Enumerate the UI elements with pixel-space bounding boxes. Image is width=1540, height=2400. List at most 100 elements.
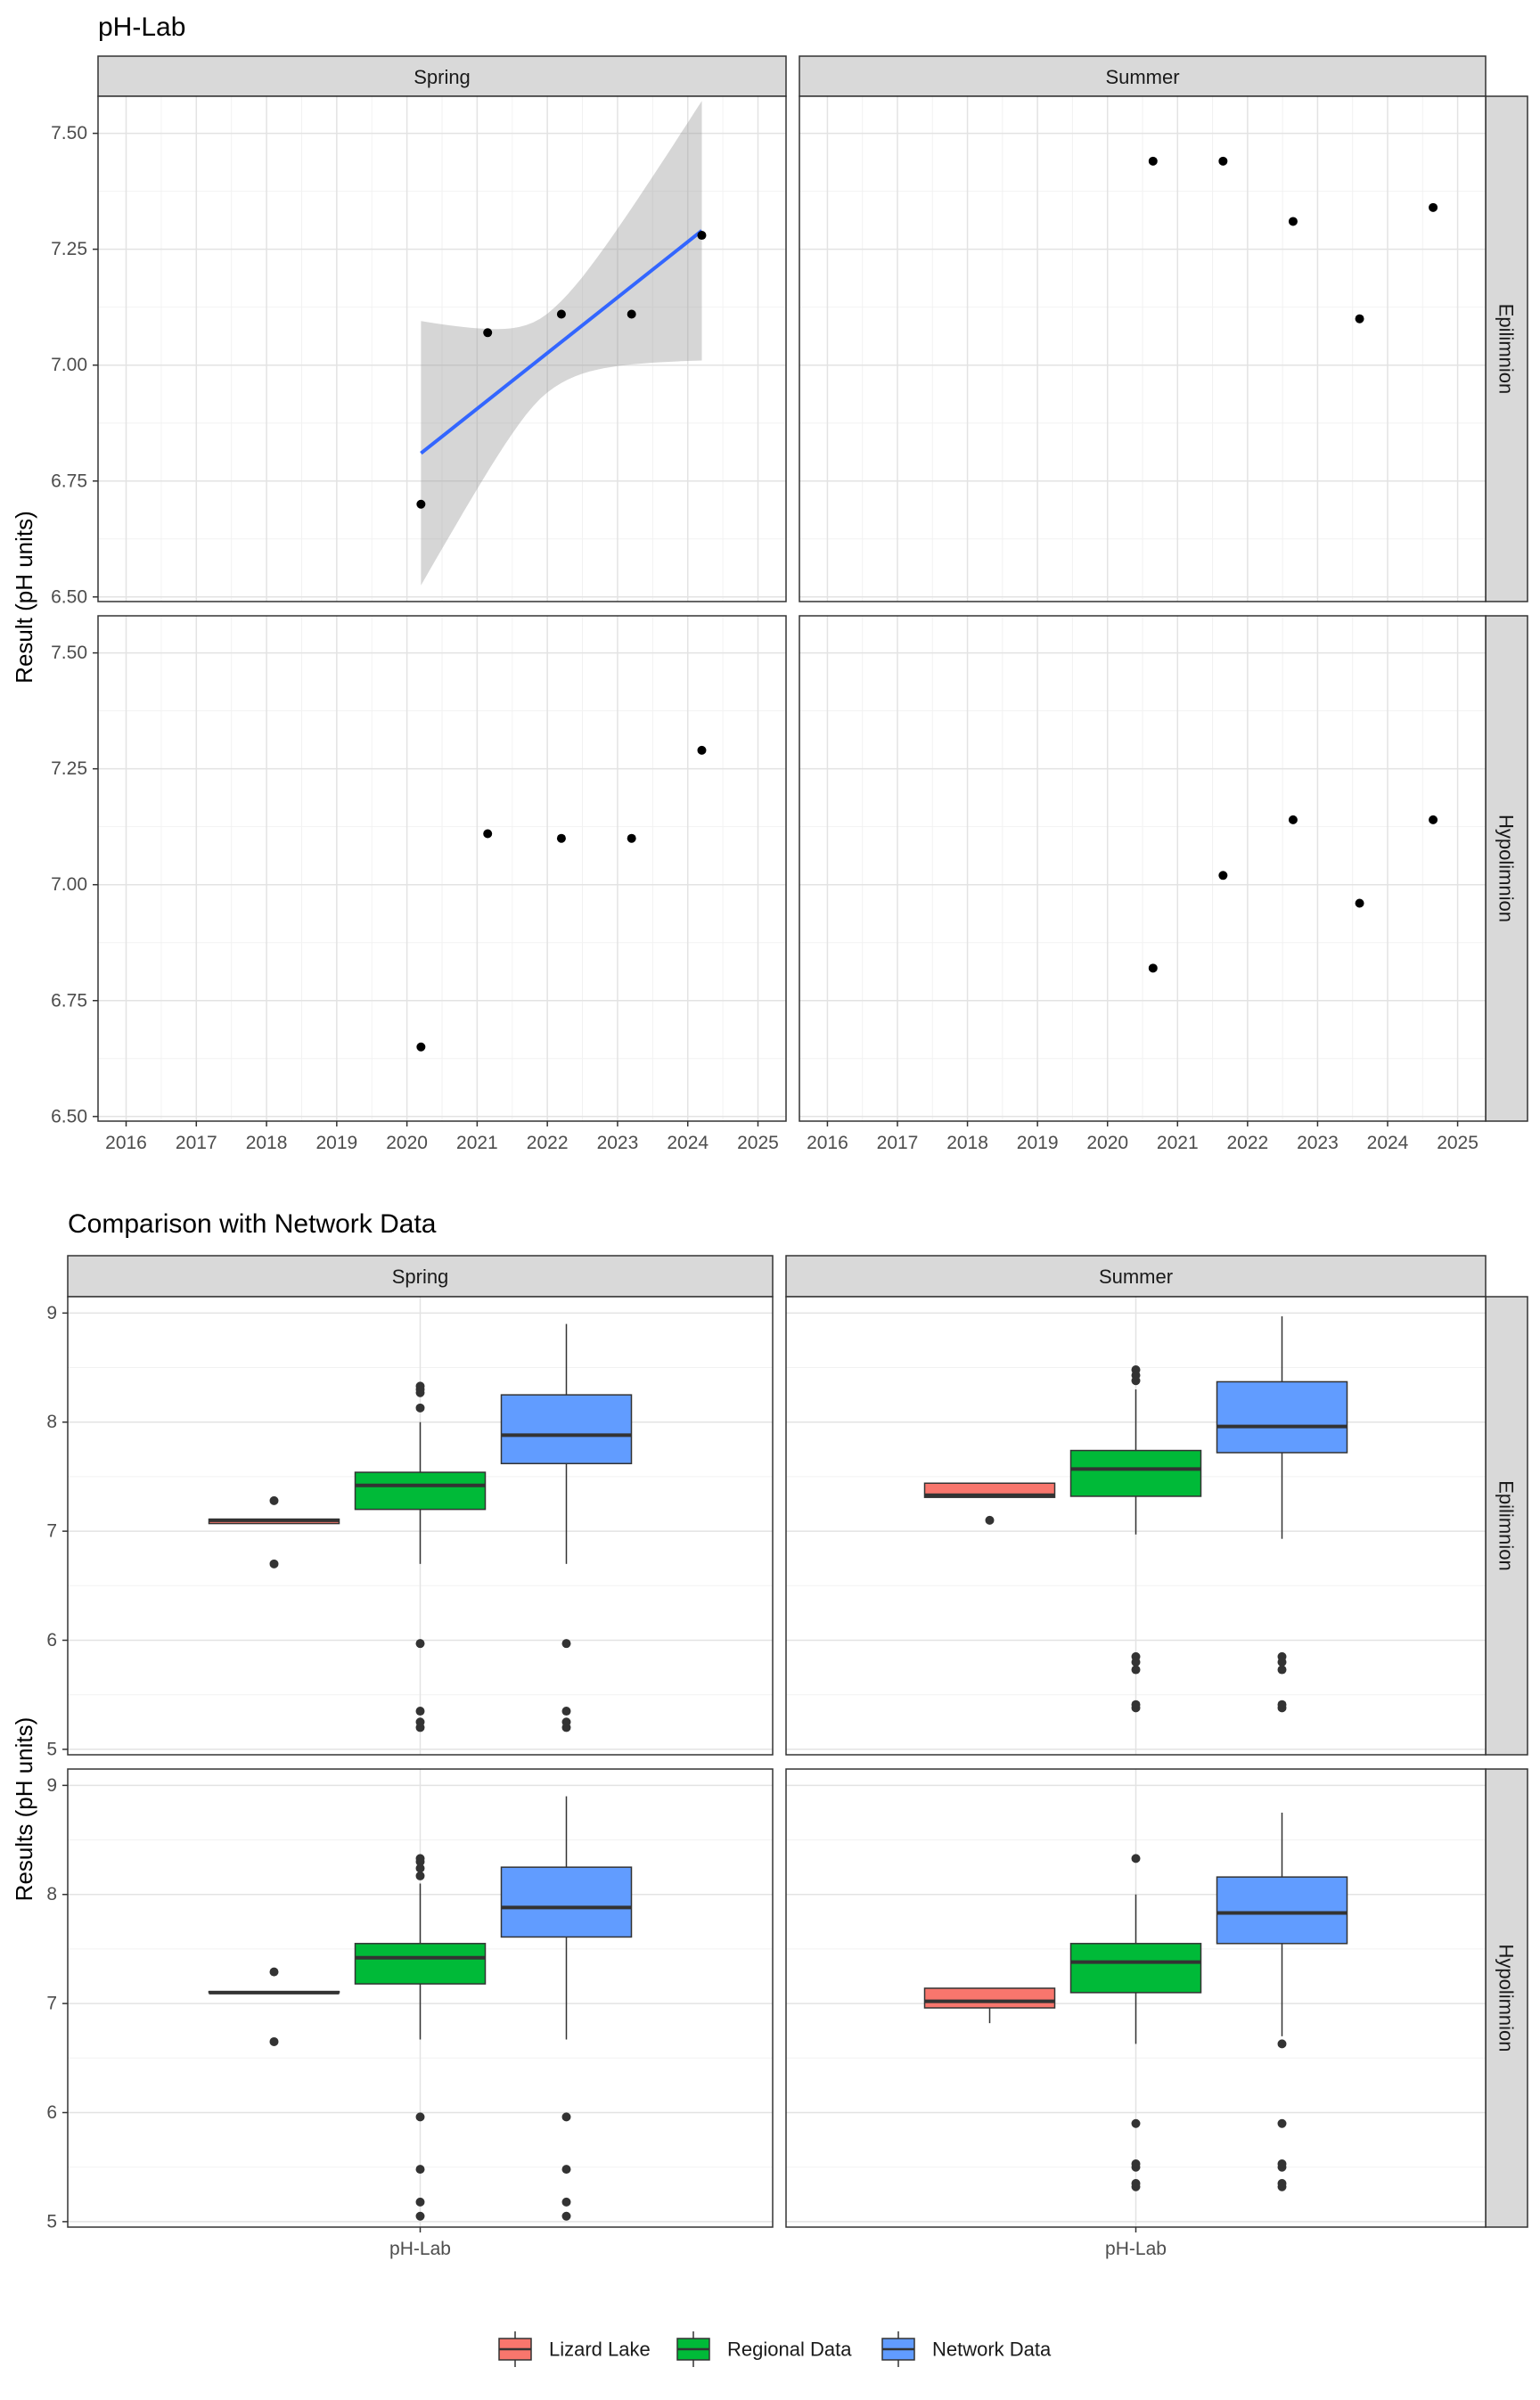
x-tick-label: 2022 [527,1133,569,1153]
box-body [500,1866,633,1938]
x-tick-label: 2025 [737,1133,779,1153]
data-point [1218,156,1228,166]
outlier-point [1131,2179,1141,2189]
x-tick-label: 2021 [1157,1133,1199,1153]
outlier-point [415,2112,425,2122]
y-tick-label: 9 [46,1775,57,1796]
outlier-point [415,2197,425,2207]
outlier-point [561,1717,571,1727]
outlier-point [1131,1854,1141,1863]
outlier-point [561,1639,571,1649]
y-tick-label: 6.75 [51,990,87,1011]
x-tick-label: 2024 [667,1133,709,1153]
data-point [556,833,566,843]
panel-spring-hypolimnion [67,1768,774,2228]
legend-label: Network Data [932,2339,1052,2361]
x-tick-label: 2016 [807,1133,848,1153]
outlier-point [561,1707,571,1716]
figure2-ylabel: Results (pH units) [11,1717,37,1902]
box-network-data [500,1796,633,2221]
row-strip-hypolimnion [1485,615,1528,1122]
data-point [1355,898,1364,908]
outlier-point [415,1707,425,1716]
outlier-point [1131,1364,1141,1374]
y-tick-label: 7.25 [51,758,87,779]
panel-spring-epilimnion [97,95,787,602]
panel-spring-hypolimnion [97,615,787,1122]
outlier-point [561,2112,571,2122]
figure1-ylabel: Result (pH units) [11,511,37,684]
x-tick-label: 2023 [597,1133,639,1153]
col-strip-summer [785,1255,1487,1298]
data-point [697,745,707,755]
box-regional-data [354,1381,487,1732]
y-tick-label: 7 [46,1521,57,1542]
panel-border [785,1296,1487,1756]
box-lizard-lake [923,1987,1056,2024]
outlier-point [1277,2159,1287,2169]
x-tick-label: 2018 [946,1133,988,1153]
outlier-point [1277,1665,1287,1675]
box-network-data [1216,1316,1348,1713]
col-strip-label: Spring [392,1266,449,1288]
y-tick-label: 7 [46,1994,57,2014]
outlier-point [415,1381,425,1391]
outlier-point [415,1871,425,1880]
x-tick-label: pH-Lab [389,2239,451,2259]
panel-border [97,95,787,602]
data-point [627,309,636,319]
outlier-point [269,1559,279,1569]
data-point [1148,156,1158,166]
col-strip-spring [97,55,787,97]
row-strip-label: Hypolimnion [1495,815,1518,922]
panel-border [67,1296,774,1756]
outlier-point [415,1854,425,1863]
figure1-title: pH-Lab [98,12,185,42]
outlier-point [1277,2179,1287,2189]
legend-item-regional-data: Regional Data [676,2331,852,2367]
panel-summer-epilimnion [785,1296,1487,1756]
y-tick-label: 7.50 [51,643,87,663]
x-tick-label: 2023 [1297,1133,1339,1153]
row-strip-label: Epilimnion [1495,304,1518,395]
panel-spring-epilimnion [67,1296,774,1756]
outlier-point [1277,1700,1287,1709]
outlier-point [415,2211,425,2221]
x-tick-label: 2024 [1367,1133,1409,1153]
y-tick-label: 6.50 [51,586,87,607]
row-strip-hypolimnion [1485,1768,1528,2228]
legend: Lizard Lake Regional Data Network Data [498,2331,1052,2367]
data-point [1429,202,1438,212]
box-network-data [1216,1812,1348,2191]
outlier-point [1277,2118,1287,2128]
box-body [923,1987,1056,2009]
data-point [1288,815,1298,824]
box-body [354,1471,487,1511]
y-tick-label: 5 [46,2211,57,2232]
y-tick-label: 5 [46,1739,57,1759]
x-tick-label: 2020 [386,1133,428,1153]
y-tick-label: 7.25 [51,239,87,259]
box-body [354,1943,487,1985]
y-tick-label: 9 [46,1303,57,1323]
box-network-data [500,1323,633,1732]
data-point [1148,963,1158,973]
y-tick-label: 6 [46,2102,57,2123]
x-tick-label: 2019 [1017,1133,1059,1153]
box-body [500,1394,633,1464]
x-tick-label: 2021 [456,1133,498,1153]
box-lizard-lake [208,1495,340,1569]
y-tick-label: 8 [46,1412,57,1432]
box-body [1216,1876,1348,1945]
col-strip-label: Summer [1099,1266,1173,1288]
x-tick-label: 2016 [105,1133,147,1153]
outlier-point [415,1717,425,1727]
data-point [697,231,707,241]
outlier-point [269,1967,279,1977]
row-strip-label: Epilimnion [1495,1480,1518,1571]
legend-item-network-data: Network Data [881,2331,1052,2367]
col-strip-summer [799,55,1487,97]
x-tick-label: pH-Lab [1105,2239,1167,2259]
